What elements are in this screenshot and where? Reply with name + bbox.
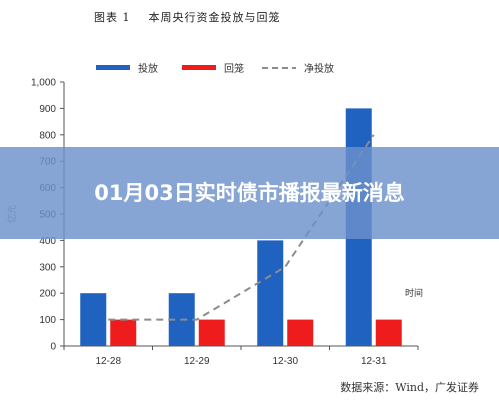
headline-text: 01月03日实时债市播报最新消息 — [94, 180, 405, 205]
x-tick-label: 12-30 — [272, 356, 298, 367]
x-axis: 12-28 12-29 12-30 12-31 — [63, 345, 419, 367]
y-tick-label: 400 — [39, 236, 56, 247]
bar-withdraw-12-29 — [198, 319, 225, 346]
bar-put-12-28 — [80, 293, 107, 346]
y-tick-label: 100 — [39, 315, 56, 326]
x-tick-label: 12-28 — [95, 356, 121, 367]
figure-title: 图表 1 本周央行资金投放与回笼 — [94, 11, 281, 24]
bar-withdraw-12-31 — [375, 319, 402, 346]
y-tick-label: 0 — [50, 342, 56, 353]
bar-withdraw-12-30 — [287, 319, 314, 346]
x-tick-label: 12-31 — [361, 356, 387, 367]
x-axis-title: 时间 — [405, 287, 423, 298]
legend-swatch-1 — [182, 65, 216, 70]
legend-swatch-0 — [96, 65, 130, 70]
data-source: 数据来源：Wind，广发证券 — [340, 381, 479, 394]
legend: 投放 回笼 净投放 — [96, 62, 334, 75]
y-tick-label: 900 — [39, 104, 56, 115]
y-tick-label: 1,000 — [31, 78, 56, 89]
legend-label: 回笼 — [224, 62, 244, 75]
legend-label: 净投放 — [304, 62, 334, 75]
y-tick-label: 300 — [39, 262, 56, 273]
x-tick-label: 12-29 — [184, 356, 210, 367]
bar-put-12-30 — [257, 240, 284, 346]
bar-withdraw-12-28 — [110, 319, 137, 346]
legend-label: 投放 — [138, 62, 158, 75]
y-tick-label: 800 — [39, 130, 56, 141]
headline-banner: 01月03日实时债市播报最新消息 — [0, 147, 499, 239]
y-tick-label: 200 — [39, 289, 56, 300]
